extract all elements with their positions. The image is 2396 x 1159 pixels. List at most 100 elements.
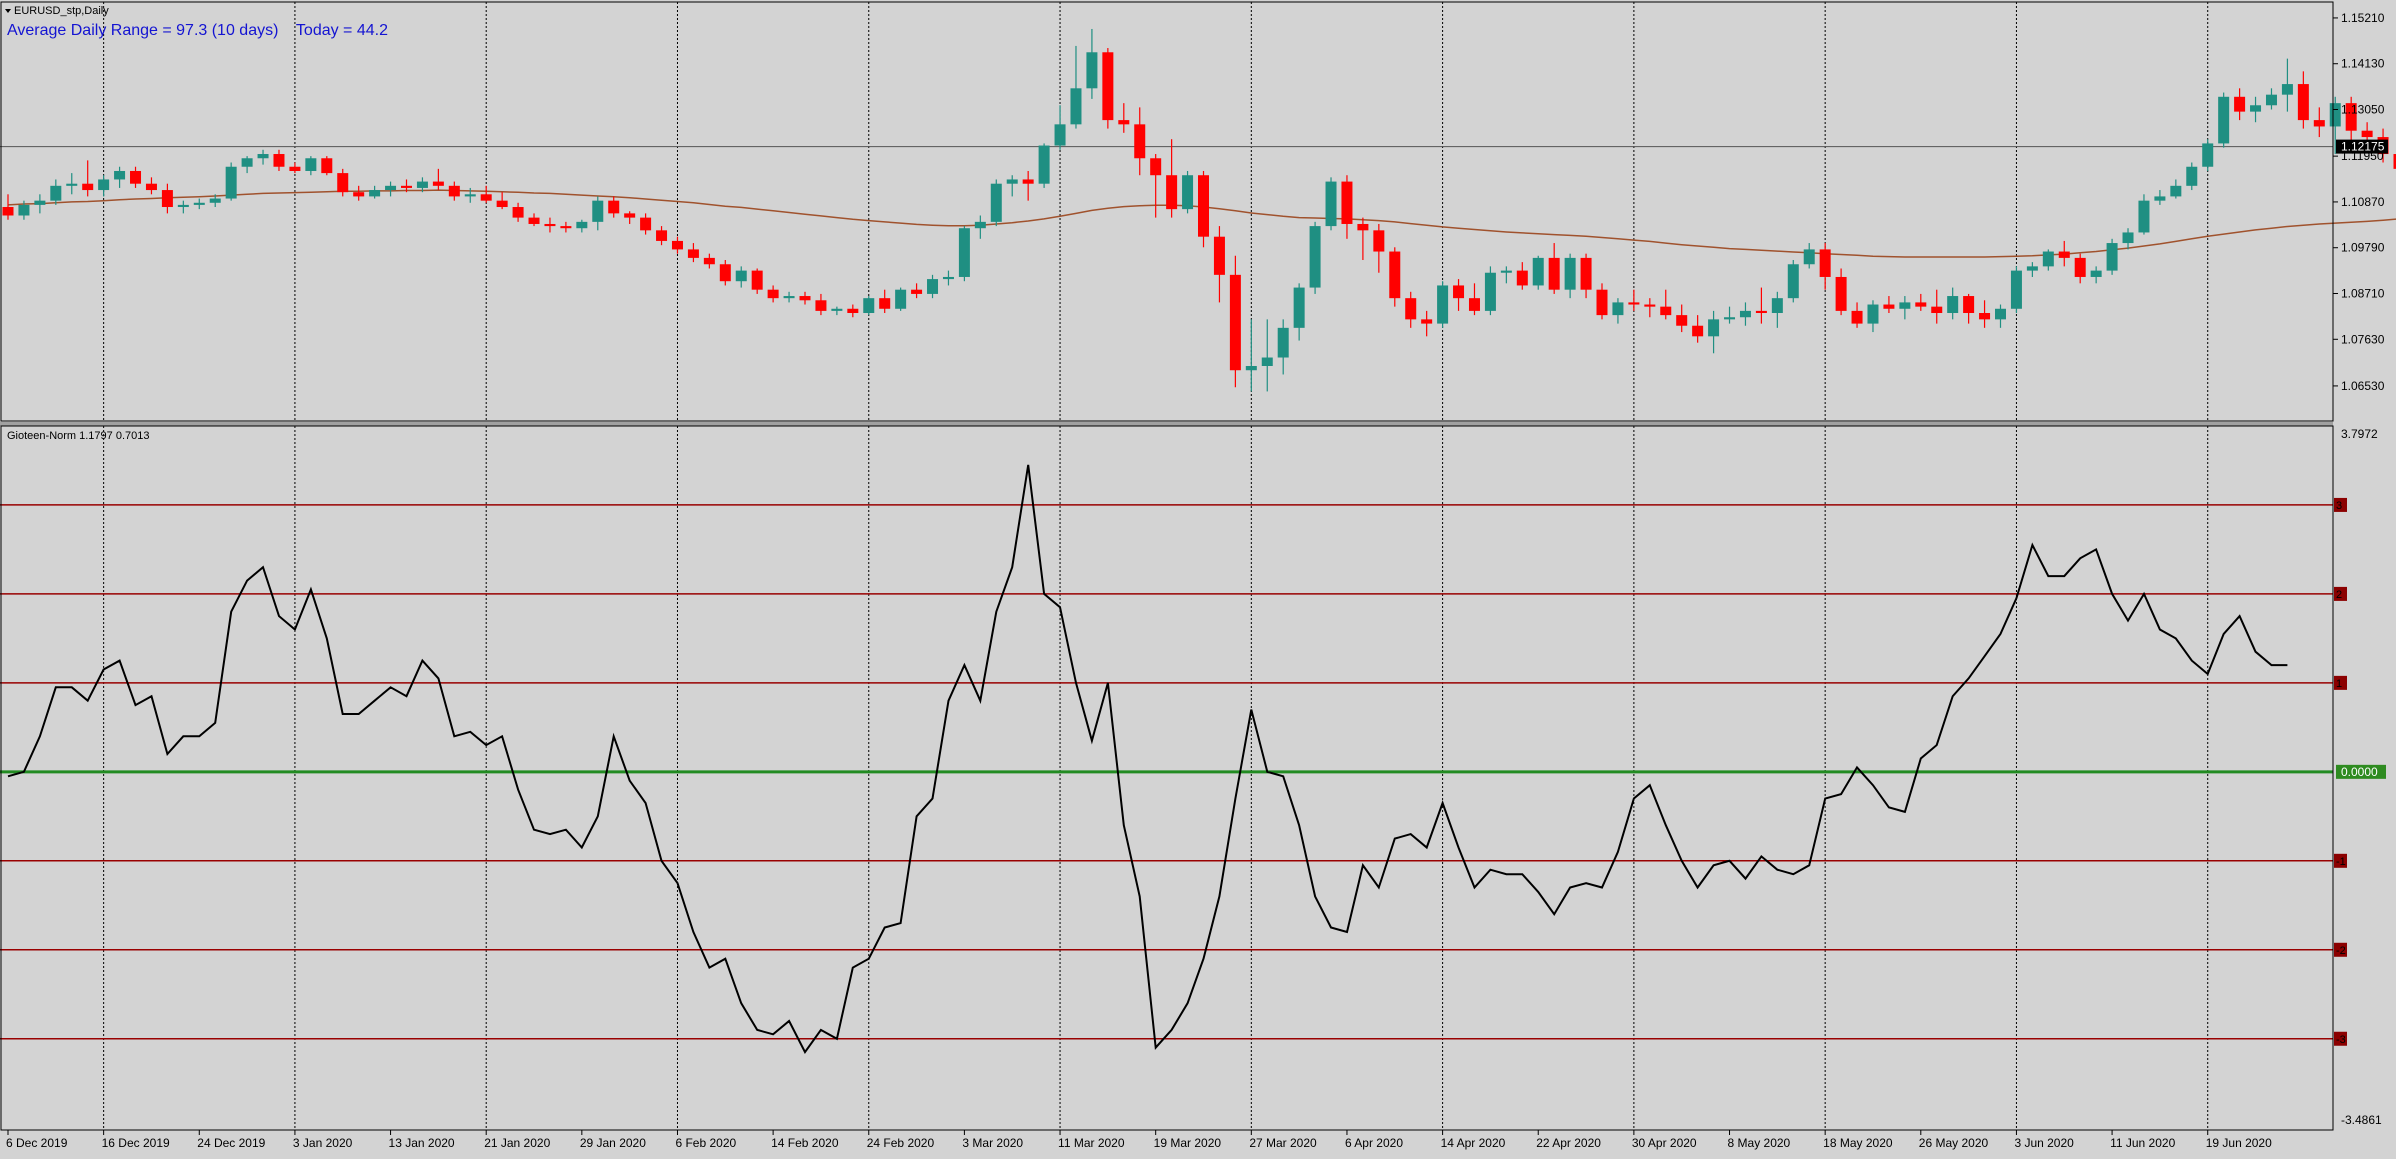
candle-body [895,290,906,309]
candle [1230,256,1241,387]
time-label: 29 Jan 2020 [580,1136,646,1150]
candle-body [433,182,444,186]
candle-body [449,186,460,197]
candle-body [50,186,61,201]
candle-body [1676,315,1687,326]
candle-body [34,201,45,205]
candle-body [1883,305,1894,309]
candle-body [2059,252,2070,258]
candle-body [130,171,141,184]
candle [2218,93,2229,148]
candle-body [1230,275,1241,370]
candle-body [2186,167,2197,186]
candle-body [497,201,508,207]
candle [1039,143,1050,188]
candle-body [1421,319,1432,323]
candle-body [1581,258,1592,290]
candle-body [2314,120,2325,126]
time-label: 21 Jan 2020 [484,1136,550,1150]
candle-body [1166,175,1177,209]
candle [2107,239,2118,275]
level-badge-label: 3 [2336,500,2342,512]
time-label: 27 Mar 2020 [1249,1136,1317,1150]
candle-body [943,277,954,279]
candle-body [1931,307,1942,313]
time-label: 22 Apr 2020 [1536,1136,1601,1150]
price-tick-label: 1.14130 [2341,57,2385,71]
candle-body [1772,298,1783,313]
time-label: 6 Apr 2020 [1345,1136,1403,1150]
candle-body [337,173,348,192]
candle [2202,139,2213,171]
candle [1326,177,1337,230]
time-label: 18 May 2020 [1823,1136,1893,1150]
candle-body [369,190,380,196]
candle-body [608,201,619,214]
level-badge-label: -2 [2336,945,2346,957]
candle-body [1612,302,1623,315]
candle-body [1565,258,1576,290]
candle-body [465,194,476,196]
pane-splitter [0,422,2333,426]
candle-body [1708,319,1719,336]
candle-body [1485,273,1496,311]
time-label: 24 Feb 2020 [867,1136,935,1150]
candle-body [560,226,571,228]
time-label: 14 Feb 2020 [771,1136,839,1150]
candle-body [98,179,109,190]
candle-body [305,158,316,171]
candle-body [768,290,779,298]
time-label: 11 Jun 2020 [2110,1136,2175,1150]
candle-body [2218,97,2229,144]
candle-body [1373,230,1384,251]
candle-body [1102,52,1113,120]
time-label: 30 Apr 2020 [1632,1136,1697,1150]
candle-body [1214,237,1225,275]
time-label: 8 May 2020 [1728,1136,1791,1150]
candle-body [18,205,29,216]
candle [1485,266,1496,315]
candle [991,179,1002,226]
current-price-label: 1.12175 [2341,140,2385,154]
candle [226,163,237,201]
candle-body [959,228,970,277]
symbol-label: EURUSD_stp,Daily [14,5,109,17]
candle-body [1437,285,1448,323]
candle [1102,48,1113,129]
candle-body [1756,311,1767,313]
candle-body [1134,124,1145,158]
candle-body [1118,120,1129,124]
candle-body [975,222,986,228]
candle-body [2282,84,2293,95]
time-label: 6 Dec 2019 [6,1136,68,1150]
price-axis: 1.152101.141301.130501.119501.108701.097… [2333,11,2388,393]
time-label: 16 Dec 2019 [102,1136,170,1150]
candle [321,156,332,175]
candle-body [1899,302,1910,308]
candle-body [1086,52,1097,88]
time-label: 14 Apr 2020 [1441,1136,1506,1150]
candle-body [1326,182,1337,227]
candle-body [353,192,364,196]
candle-body [2202,143,2213,166]
candle-body [1389,252,1400,299]
candle-body [1644,305,1655,307]
candle-body [1405,298,1416,319]
candle-body [1724,317,1735,319]
indicator-label: Gioteen-Norm 1.1797 0.7013 [7,430,149,442]
candle-body [576,222,587,228]
adr-info-text: Average Daily Range = 97.3 (10 days) Tod… [7,22,388,39]
candle-body [194,203,205,205]
candle-body [1820,249,1831,277]
candle-body [513,207,524,218]
candle-body [226,167,237,199]
level-badge-label: 1 [2336,678,2342,690]
candle-body [1517,271,1528,286]
candle [959,226,970,281]
candle-body [1740,311,1751,317]
candle-body [1341,182,1352,224]
candle-body [1533,258,1544,286]
candle-body [162,190,173,207]
candle-body [401,186,412,188]
